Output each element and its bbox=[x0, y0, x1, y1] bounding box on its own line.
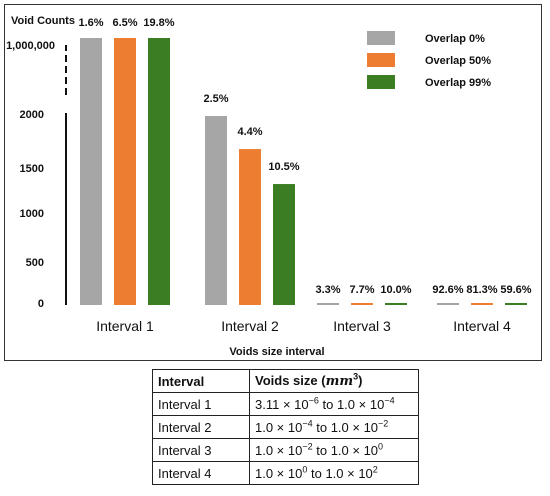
size-from-exp: −6 bbox=[308, 395, 319, 406]
voids-size-unit: mm bbox=[325, 374, 354, 389]
table-cell-interval: Interval 3 bbox=[152, 438, 250, 462]
size-to-exp: −4 bbox=[384, 395, 395, 406]
size-to-exp: −2 bbox=[378, 418, 389, 429]
void-counts-bar-chart: Void Counts 1,000,000 2000 1500 1000 500 0 1.6%… bbox=[6, 15, 532, 358]
x-tick-label: Interval 2 bbox=[221, 318, 279, 334]
data-label: 1.6% bbox=[78, 17, 103, 29]
x-tick-label: Interval 4 bbox=[453, 318, 511, 334]
y-tick-label: 500 bbox=[26, 257, 44, 269]
legend-swatch bbox=[367, 75, 395, 89]
table-header-row: Interval Voids size (mm3) bbox=[152, 369, 419, 393]
table-row: Interval 3 1.0 × 10−2 to 1.0 × 100 bbox=[152, 438, 419, 462]
legend-label: Overlap 99% bbox=[425, 77, 491, 89]
bar bbox=[239, 149, 261, 305]
legend-swatch bbox=[367, 53, 395, 67]
table-cell-size: 1.0 × 100 to 1.0 × 102 bbox=[249, 461, 419, 485]
size-from-exp: −4 bbox=[302, 418, 313, 429]
table-header-interval: Interval bbox=[152, 369, 250, 393]
x-tick-label: Interval 1 bbox=[96, 318, 154, 334]
table-cell-size: 1.0 × 10−2 to 1.0 × 100 bbox=[249, 438, 419, 462]
table-cell-interval: Interval 2 bbox=[152, 415, 250, 439]
y-tick-label: 2000 bbox=[20, 109, 44, 121]
bar bbox=[114, 38, 136, 305]
table-cell-interval: Interval 4 bbox=[152, 461, 250, 485]
bar bbox=[148, 38, 170, 305]
x-axis-label: Voids size interval bbox=[229, 346, 324, 358]
table-cell-interval: Interval 1 bbox=[152, 392, 250, 416]
chart-frame: Void Counts 1,000,000 2000 1500 1000 500 0 1.6%… bbox=[4, 4, 542, 361]
size-from-exp: 0 bbox=[302, 464, 308, 475]
data-label: 4.4% bbox=[237, 126, 262, 138]
table-row: Interval 2 1.0 × 10−4 to 1.0 × 10−2 bbox=[152, 415, 419, 439]
data-label: 81.3% bbox=[466, 284, 497, 296]
table-row: Interval 1 3.11 × 10−6 to 1.0 × 10−4 bbox=[152, 392, 419, 416]
bar bbox=[351, 303, 373, 305]
legend-label: Overlap 50% bbox=[425, 55, 491, 67]
bar bbox=[80, 38, 102, 305]
y-tick-label: 1,000,000 bbox=[6, 40, 55, 52]
size-from-exp: −2 bbox=[302, 441, 313, 452]
y-axis-label: Void Counts bbox=[11, 15, 75, 27]
legend-swatch bbox=[367, 31, 395, 45]
data-label: 19.8% bbox=[143, 17, 174, 29]
data-label: 7.7% bbox=[349, 284, 374, 296]
table-cell-size: 3.11 × 10−6 to 1.0 × 10−4 bbox=[249, 392, 419, 416]
y-tick-label: 0 bbox=[38, 298, 44, 310]
data-label: 2.5% bbox=[203, 93, 228, 105]
size-from: 1.0 × 10 bbox=[255, 419, 303, 435]
bar bbox=[505, 303, 527, 305]
bar bbox=[273, 184, 295, 305]
voids-size-close: ) bbox=[358, 373, 363, 388]
table-header-voids-size: Voids size (mm3) bbox=[249, 369, 419, 393]
size-from: 1.0 × 10 bbox=[255, 465, 303, 481]
size-to: to 1.0 × 10 bbox=[312, 419, 379, 435]
size-to: to 1.0 × 10 bbox=[307, 465, 373, 481]
bar bbox=[205, 116, 227, 305]
data-label: 92.6% bbox=[432, 284, 463, 296]
data-label: 6.5% bbox=[112, 17, 137, 29]
data-label: 59.6% bbox=[500, 284, 531, 296]
data-label: 10.0% bbox=[380, 284, 411, 296]
size-to: to 1.0 × 10 bbox=[312, 442, 379, 458]
y-tick-label: 1000 bbox=[20, 208, 44, 220]
bar bbox=[437, 303, 459, 305]
legend-label: Overlap 0% bbox=[425, 33, 485, 45]
bar bbox=[385, 303, 407, 305]
y-tick-label: 1500 bbox=[20, 163, 44, 175]
table-cell-size: 1.0 × 10−4 to 1.0 × 10−2 bbox=[249, 415, 419, 439]
size-from: 3.11 × 10 bbox=[255, 396, 309, 412]
data-label: 3.3% bbox=[315, 284, 340, 296]
voids-size-label: Voids size ( bbox=[255, 373, 326, 388]
x-tick-label: Interval 3 bbox=[333, 318, 391, 334]
size-to: to 1.0 × 10 bbox=[318, 396, 385, 412]
bar bbox=[317, 303, 339, 305]
data-label: 10.5% bbox=[268, 161, 299, 173]
voids-size-table: Interval Voids size (mm3) Interval 1 3.1… bbox=[152, 369, 419, 485]
size-from: 1.0 × 10 bbox=[255, 442, 303, 458]
table-row: Interval 4 1.0 × 100 to 1.0 × 102 bbox=[152, 461, 419, 485]
bar bbox=[471, 303, 493, 305]
voids-size-unit-exp: 3 bbox=[353, 371, 359, 382]
size-to-exp: 2 bbox=[372, 464, 378, 475]
size-to-exp: 0 bbox=[378, 441, 384, 452]
